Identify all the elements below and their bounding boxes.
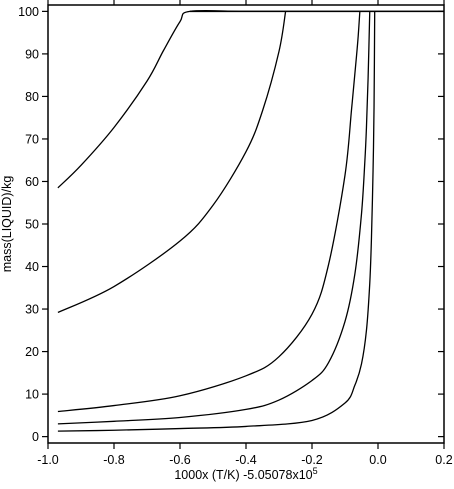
x-tick-label: -0.2 — [301, 453, 323, 467]
series-line-1 — [57, 9, 444, 189]
x-axis-title-text: 1000x (T/K) -5.05078x10 — [174, 468, 312, 482]
series-line-5 — [57, 11, 376, 432]
series-line-3 — [57, 11, 361, 413]
x-tick-label: -1.0 — [37, 453, 59, 467]
series-layer — [57, 9, 444, 432]
y-axis-title: mass(LIQUID)/kg — [0, 176, 14, 273]
y-tick-label: 30 — [25, 303, 39, 317]
y-tick-label: 0 — [32, 430, 39, 444]
plot-frame — [47, 4, 445, 444]
x-tick-label: -0.6 — [169, 453, 191, 467]
y-tick-label: 60 — [25, 175, 39, 189]
x-tick-label: -0.8 — [103, 453, 125, 467]
x-tick-label: 0.2 — [435, 453, 452, 467]
x-axis-title-superscript: 5 — [313, 466, 318, 476]
y-tick-label: 20 — [25, 345, 39, 359]
x-tick-label: 0.0 — [369, 453, 386, 467]
label-layer: -1.0 -0.8 -0.6 -0.4 -0.2 0.0 0.2 0 10 20 30 40 50 60 7… — [18, 5, 453, 467]
y-tick-label: 80 — [25, 90, 39, 104]
series-line-2 — [57, 11, 287, 314]
y-tick-label: 40 — [25, 260, 39, 274]
x-axis-title: 1000x (T/K) -5.05078x105 — [174, 466, 317, 482]
y-tick-label: 70 — [25, 132, 39, 146]
y-tick-label: 90 — [25, 47, 39, 61]
y-tick-label: 100 — [18, 5, 39, 19]
tick-layer — [42, 0, 445, 449]
series-line-4 — [57, 11, 371, 425]
y-tick-label: 10 — [25, 388, 39, 402]
x-tick-label: -0.4 — [235, 453, 257, 467]
y-tick-label: 50 — [25, 218, 39, 232]
